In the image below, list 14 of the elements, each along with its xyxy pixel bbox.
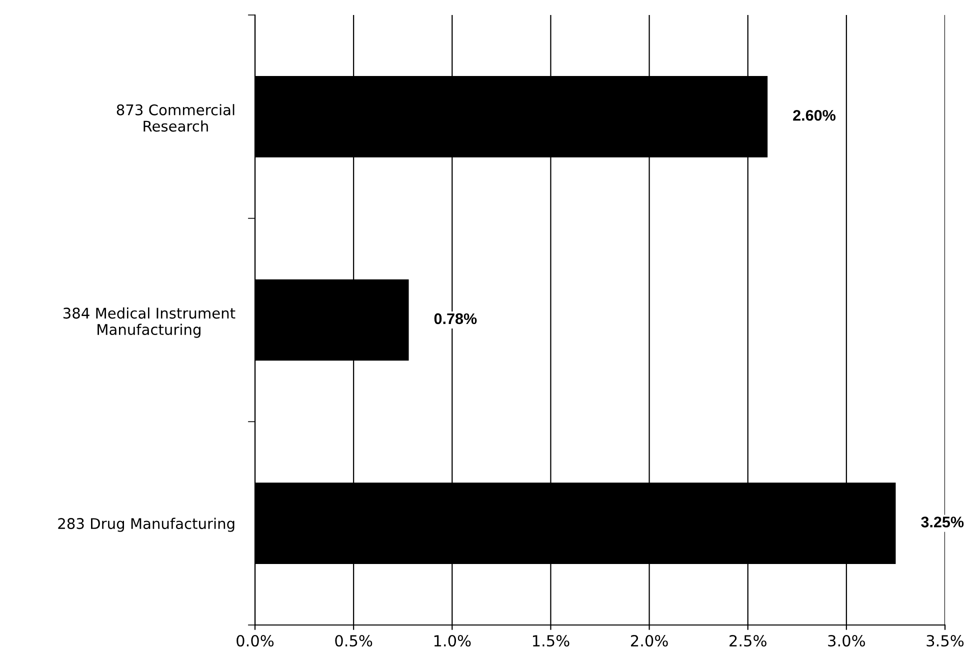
x-tick-label: 2.0% [631, 634, 668, 647]
y-tick-label: 873 Commercial Research [116, 104, 234, 132]
x-tick-label: 3.0% [828, 634, 865, 647]
x-tick-label: 3.5% [926, 634, 964, 647]
data-label: 2.60% [793, 110, 836, 121]
data-label: 3.25% [921, 516, 964, 528]
x-tick-label: 2.5% [730, 634, 766, 647]
y-tick-label: 283 Drug Manufacturing [58, 518, 234, 532]
x-tick-label: 1.0% [434, 634, 471, 647]
x-tick-label: 0.0% [236, 634, 274, 647]
y-tick-label: 384 Medical Instrument Manufacturing [63, 307, 236, 338]
x-tick-label: 0.5% [335, 634, 372, 647]
x-tick-label: 1.5% [532, 634, 570, 647]
data-label: 0.78% [434, 313, 477, 324]
